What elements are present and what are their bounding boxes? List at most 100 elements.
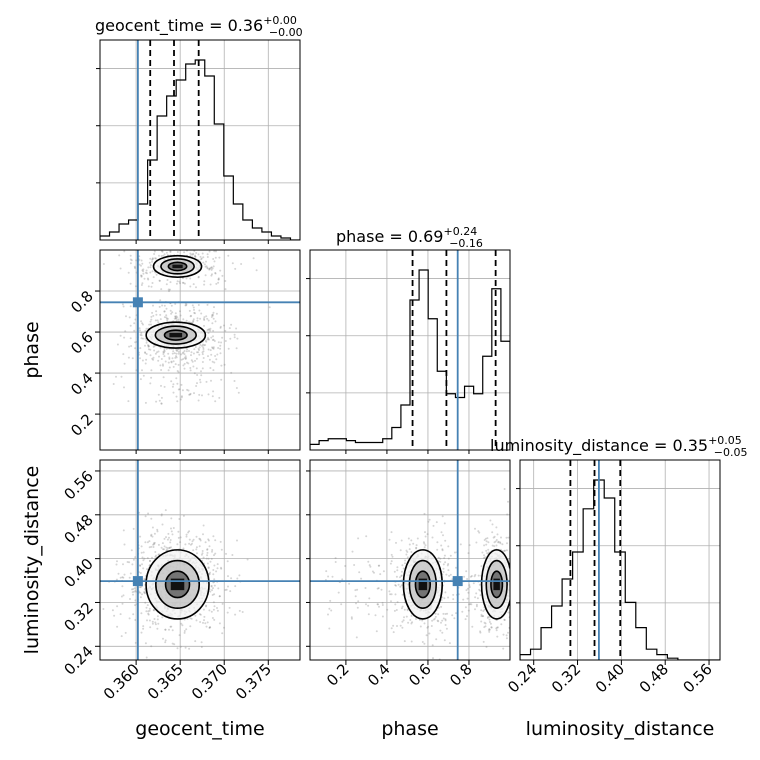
sample-point [448,574,451,577]
sample-point [445,627,448,630]
panel-frame [99,249,301,451]
sample-point [122,576,125,579]
sample-point [476,597,479,600]
sample-point [483,556,485,559]
sample-point [183,353,186,356]
sample-point [165,347,168,350]
sample-point [189,277,192,280]
sample-point [160,384,162,387]
sample-point [150,545,153,548]
sample-point [444,618,447,621]
sample-point [193,308,195,311]
sample-point [373,571,375,574]
sample-point [183,630,186,632]
sample-point [475,592,478,595]
sample-point [184,304,187,307]
sample-point [327,613,329,616]
x-tick-label-luminosity-distance: 0.24 [504,660,540,696]
sample-point [170,360,173,363]
sample-point [142,268,145,271]
sample-point [185,303,188,306]
sample-point [201,552,204,555]
sample-point [149,382,152,385]
sample-point [196,319,199,322]
sample-point [144,642,147,645]
sample-point [268,306,271,309]
sample-point [234,585,237,588]
sample-point [140,284,143,286]
sample-point [179,310,181,313]
sample-point [134,619,137,621]
sample-point [120,635,123,638]
sample-point [147,345,150,348]
sample-point [131,357,134,360]
sample-point [132,588,135,590]
sample-point [241,611,244,613]
sample-point [187,531,190,534]
sample-point [428,518,431,521]
sample-point [186,618,189,620]
sample-point [180,383,183,386]
sample-point [367,613,370,616]
sample-point [197,253,200,256]
density-peak [169,332,183,338]
sample-point [139,357,141,360]
sample-point [168,356,171,359]
sample-point [182,547,185,550]
sample-point [206,338,209,341]
sample-point [507,611,510,614]
sample-point [348,582,351,585]
sample-point [142,559,145,562]
sample-point [180,396,183,399]
sample-point [381,604,384,606]
sample-point [189,617,192,620]
sample-point [170,527,172,530]
sample-point [202,608,205,611]
sample-point [214,272,217,275]
sample-point [464,618,467,621]
sample-point [142,270,145,273]
sample-point [213,593,216,596]
panel-frame [309,459,511,661]
sample-point [150,534,153,537]
sample-point [202,346,205,349]
sample-point [400,539,403,542]
sample-point [150,533,153,536]
sample-point [197,276,200,279]
sample-point [211,589,213,592]
sample-point [227,585,229,588]
sample-point [188,350,190,352]
sample-point [489,519,492,522]
sample-point [466,578,469,580]
sample-point [199,255,202,258]
sample-point [195,619,198,622]
sample-point [116,605,119,608]
sample-point [144,362,147,365]
sample-point [337,591,340,594]
sample-point [165,251,168,254]
sample-point [147,345,150,348]
sample-point [134,341,137,344]
sample-point [405,549,408,552]
sample-point [165,316,168,319]
sample-point [207,566,210,569]
sample-point [152,358,155,361]
sample-point [176,400,179,403]
sample-point [212,347,215,350]
sample-point [198,346,201,349]
sample-point [354,589,357,592]
sample-point [255,269,258,272]
sample-point [367,560,370,563]
sample-point [447,563,450,565]
sample-point [210,584,213,587]
sample-point [213,260,216,263]
sample-point [161,363,164,366]
sample-point [167,288,170,291]
sample-point [121,303,124,306]
sample-point [202,261,205,264]
sample-point [390,560,393,563]
sample-point [399,576,401,579]
sample-point [168,546,171,549]
panel-frame [519,459,721,661]
sample-point [203,619,205,622]
